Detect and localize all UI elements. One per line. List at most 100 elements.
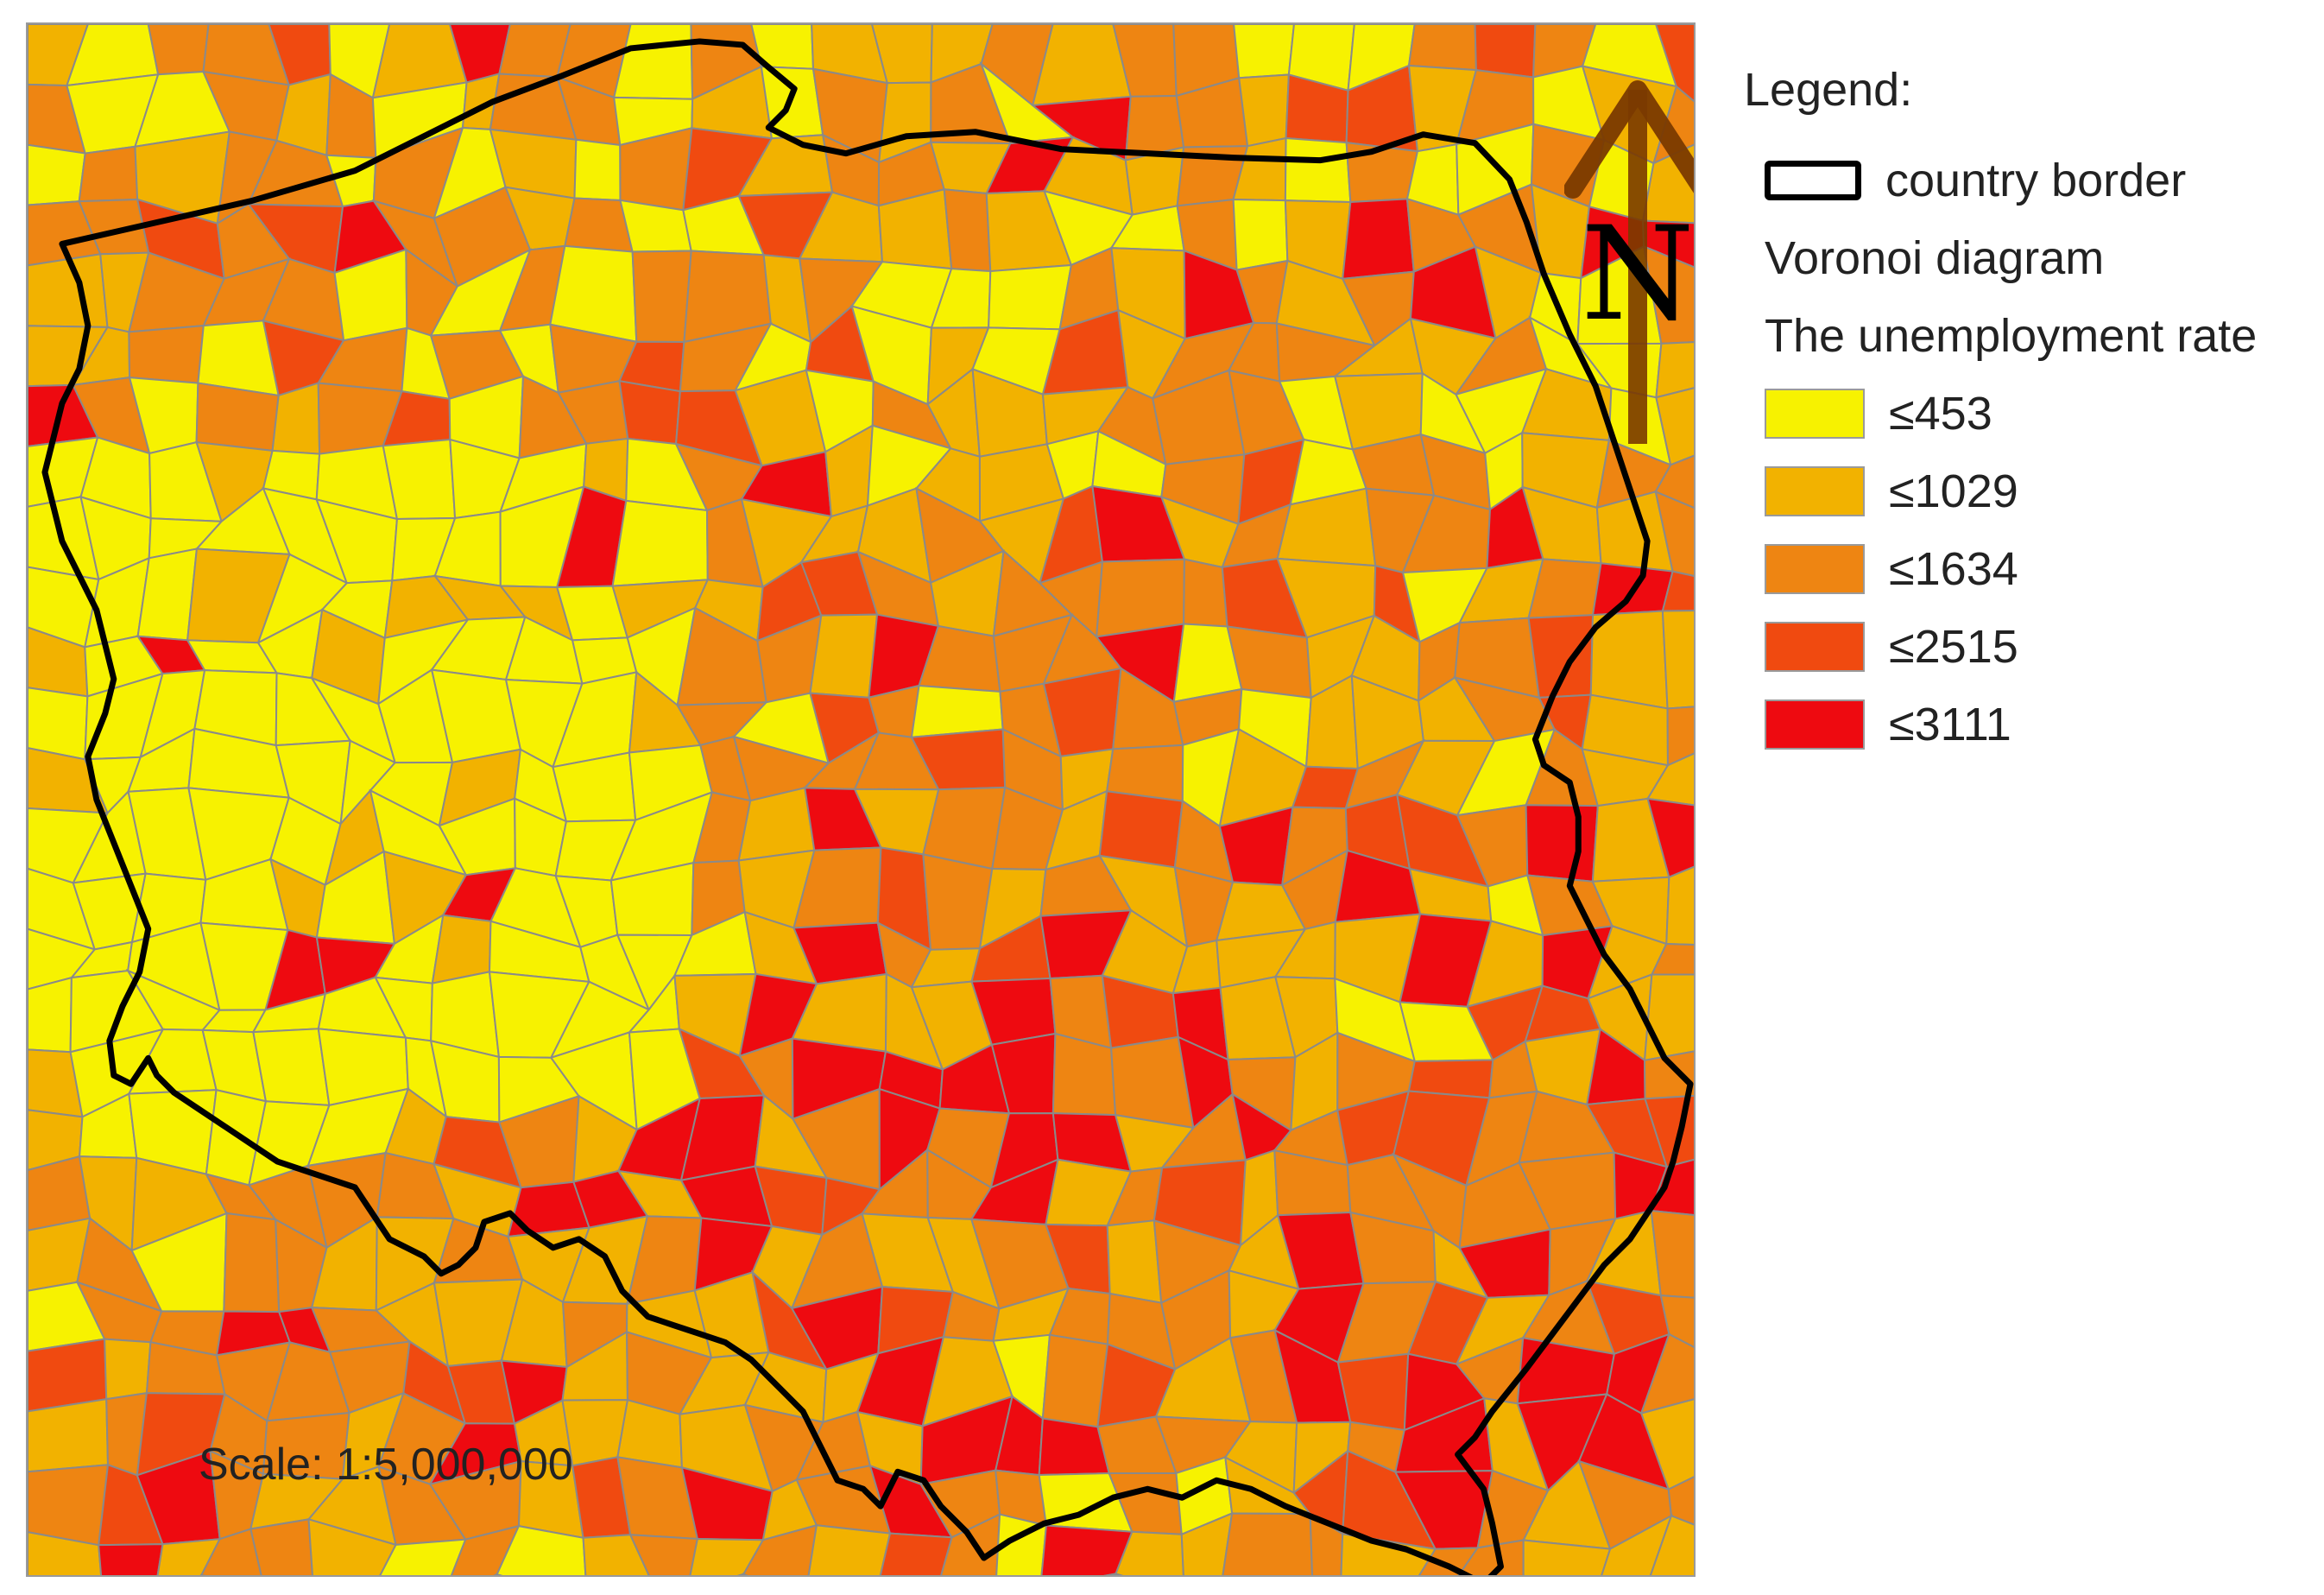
voronoi-cell bbox=[28, 976, 73, 1054]
voronoi-cell bbox=[809, 613, 879, 699]
voronoi-cell bbox=[1106, 1219, 1163, 1304]
voronoi-cell bbox=[742, 1573, 748, 1575]
voronoi-cell bbox=[1115, 1530, 1184, 1575]
voronoi-cell bbox=[1661, 610, 1694, 710]
voronoi-cell bbox=[1644, 1050, 1694, 1100]
voronoi-cell bbox=[1646, 797, 1694, 879]
voronoi-cell bbox=[1180, 1511, 1234, 1575]
voronoi-cell bbox=[496, 1573, 503, 1575]
legend-class-swatch bbox=[1765, 699, 1865, 750]
voronoi-cell bbox=[1661, 570, 1694, 612]
voronoi-cell bbox=[128, 325, 205, 384]
legend-class-item: ≤2515 bbox=[1744, 608, 2314, 686]
voronoi-cell bbox=[1639, 1332, 1694, 1415]
voronoi-cell bbox=[1654, 490, 1694, 577]
voronoi-cell bbox=[28, 1464, 110, 1547]
rate-title: The unemployment rate bbox=[1765, 310, 2258, 362]
voronoi-cell bbox=[1655, 387, 1694, 466]
voronoi-cell bbox=[1522, 1539, 1612, 1575]
voronoi-cell bbox=[1589, 610, 1669, 710]
legend-class-swatch bbox=[1765, 544, 1865, 594]
legend-title: Legend: bbox=[1744, 64, 1913, 116]
map-frame[interactable]: N Scale: 1:5,000,000 bbox=[26, 22, 1696, 1577]
voronoi-cell bbox=[1659, 1294, 1694, 1349]
voronoi-cell bbox=[1232, 198, 1289, 271]
voronoi-cell bbox=[1643, 973, 1694, 1062]
country-border bbox=[41, 38, 1694, 1575]
voronoi-cell bbox=[28, 1397, 110, 1473]
voronoi-cells bbox=[28, 24, 1694, 1575]
voronoi-cell bbox=[307, 1517, 397, 1575]
voronoi-cell bbox=[78, 145, 139, 203]
voronoi-cell bbox=[1238, 73, 1290, 148]
voronoi-cell bbox=[28, 687, 89, 761]
legend-item-border: country border bbox=[1744, 142, 2314, 219]
voronoi-cell bbox=[807, 1524, 892, 1575]
voronoi-map[interactable] bbox=[28, 24, 1694, 1575]
voronoi-cell bbox=[98, 1543, 164, 1575]
voronoi-cell bbox=[249, 1518, 313, 1575]
country-border-swatch bbox=[1765, 161, 1861, 200]
voronoi-cell bbox=[1639, 1398, 1694, 1491]
voronoi-cell bbox=[1642, 244, 1694, 345]
voronoi-cell bbox=[496, 1525, 587, 1575]
voronoi-cell bbox=[104, 1338, 152, 1401]
voronoi-cell bbox=[200, 1528, 262, 1575]
legend-class-list: ≤453 ≤1029 ≤1634 ≤2515 ≤3111 bbox=[1744, 375, 2314, 763]
voronoi-cell bbox=[1407, 24, 1477, 72]
voronoi-cell bbox=[631, 250, 692, 343]
legend: Legend: country border Voronoi diagram T… bbox=[1744, 62, 2314, 763]
voronoi-label: Voronoi diagram bbox=[1765, 232, 2105, 284]
voronoi-cell bbox=[1525, 804, 1599, 883]
voronoi-cell bbox=[1645, 752, 1694, 807]
voronoi-cell bbox=[1103, 1573, 1117, 1575]
legend-class-label: ≤2515 bbox=[1889, 621, 2018, 673]
voronoi-cell bbox=[628, 1534, 699, 1575]
voronoi-cell bbox=[1222, 1512, 1314, 1575]
voronoi-cell bbox=[28, 253, 109, 328]
voronoi-cell bbox=[1667, 1476, 1694, 1526]
voronoi-cell bbox=[1041, 1333, 1109, 1428]
legend-class-swatch bbox=[1765, 389, 1865, 439]
voronoi-cell bbox=[1474, 24, 1537, 79]
voronoi-cell bbox=[1650, 1209, 1694, 1299]
voronoi-cell bbox=[988, 263, 1073, 331]
voronoi-cell bbox=[1654, 454, 1694, 510]
voronoi-cell bbox=[1233, 24, 1295, 79]
legend-class-label: ≤1029 bbox=[1889, 465, 2018, 517]
voronoi-cell bbox=[1601, 1514, 1673, 1575]
north-arrow-icon: N bbox=[1564, 80, 1694, 444]
legend-class-label: ≤1634 bbox=[1889, 543, 2018, 595]
voronoi-cell bbox=[1340, 1533, 1437, 1575]
legend-class-label: ≤453 bbox=[1889, 388, 1992, 440]
legend-class-item: ≤1029 bbox=[1744, 453, 2314, 530]
voronoi-cell bbox=[573, 138, 622, 201]
voronoi-cell bbox=[1183, 558, 1228, 628]
voronoi-cell bbox=[618, 379, 681, 446]
voronoi-cell bbox=[1098, 790, 1184, 869]
legend-class-item: ≤453 bbox=[1744, 375, 2314, 453]
voronoi-cell bbox=[1284, 136, 1352, 204]
voronoi-cell bbox=[742, 1523, 818, 1575]
legend-class-label: ≤3111 bbox=[1889, 699, 2011, 750]
voronoi-cell bbox=[611, 499, 709, 587]
voronoi-cell bbox=[943, 188, 992, 273]
legend-class-item: ≤3111 bbox=[1744, 686, 2314, 763]
voronoi-cell bbox=[28, 143, 86, 206]
voronoi-cell bbox=[156, 1538, 222, 1575]
voronoi-cell bbox=[1655, 341, 1694, 399]
voronoi-cell bbox=[223, 1212, 281, 1313]
voronoi-cell bbox=[582, 1534, 650, 1575]
legend-class-swatch bbox=[1765, 622, 1865, 672]
voronoi-cell bbox=[195, 382, 280, 453]
scale-label: Scale: 1:5,000,000 bbox=[199, 1440, 573, 1490]
voronoi-cell bbox=[1666, 706, 1694, 767]
voronoi-cell bbox=[252, 1028, 331, 1106]
country-border-label: country border bbox=[1885, 155, 2187, 206]
voronoi-cell bbox=[379, 1538, 467, 1575]
voronoi-cell bbox=[147, 24, 210, 76]
voronoi-cell bbox=[1115, 1573, 1123, 1575]
legend-class-item: ≤1634 bbox=[1744, 530, 2314, 608]
voronoi-cell bbox=[1665, 865, 1694, 946]
voronoi-cell bbox=[879, 1532, 953, 1575]
